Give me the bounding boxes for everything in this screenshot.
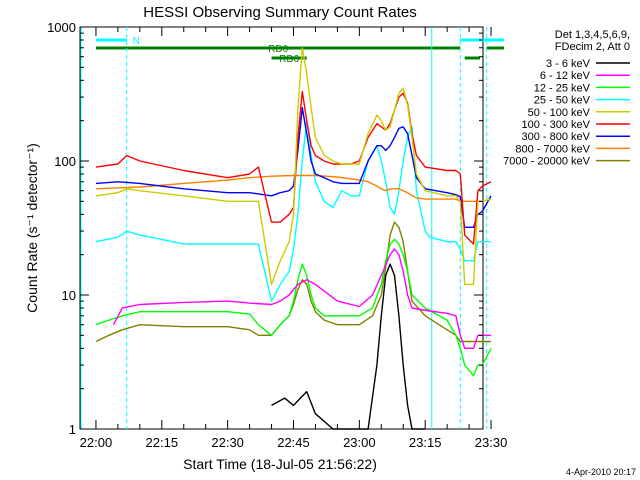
x-tick-label: 22:30 <box>211 435 244 450</box>
chart-title: HESSI Observing Summary Count Rates <box>143 4 416 21</box>
flag-label-rd6: RD6 <box>279 54 299 65</box>
flag-label-n: N <box>133 36 140 47</box>
legend-entry-label: 3 - 6 keV <box>546 58 591 70</box>
x-axis-label: Start Time (18-Jul-05 21:56:22) <box>183 456 377 472</box>
event-lines <box>80 27 488 429</box>
series-6-12-kev <box>112 248 491 349</box>
y-tick-label: 1000 <box>47 20 76 35</box>
y-tick-label: 10 <box>62 288 76 303</box>
series-25-50-kev <box>95 119 491 302</box>
x-tick-label: 23:00 <box>343 435 376 450</box>
series-12-25-kev <box>95 238 492 377</box>
x-tick-label: 22:00 <box>80 435 113 450</box>
legend-entry-label: 100 - 300 keV <box>522 119 591 131</box>
legend-entry-label: 6 - 12 keV <box>540 70 591 82</box>
series-50-100-kev <box>95 47 492 286</box>
legend: Det 1,3,4,5,6,9,FDecim 2, Att 0 3 - 6 keV… <box>503 29 630 168</box>
legend-entry-label: 25 - 50 keV <box>534 95 591 107</box>
legend-entry-label: 12 - 25 keV <box>534 82 591 94</box>
axes: 1 10 100 1000 22:00 22:15 22:30 22:45 23:00 23:15… <box>47 20 507 450</box>
y-axis-label: Count Rate (s⁻¹ detector⁻¹) <box>24 143 40 313</box>
series-300-800-kev <box>95 106 492 229</box>
footer-date: 4-Apr-2010 20:17 <box>566 467 636 477</box>
legend-header-line: FDecim 2, Att 0 <box>555 41 630 53</box>
legend-entry-label: 7000 - 20000 keV <box>503 156 591 168</box>
x-tick-label: 23:30 <box>475 435 508 450</box>
series-layer <box>95 47 492 430</box>
legend-entry-label: 300 - 800 keV <box>522 131 591 143</box>
x-tick-label: 22:15 <box>146 435 179 450</box>
y-tick-label: 100 <box>54 154 76 169</box>
series-3-6-kev <box>271 263 426 430</box>
x-tick-label: 23:15 <box>409 435 442 450</box>
legend-header-line: Det 1,3,4,5,6,9, <box>555 29 630 41</box>
x-tick-label: 22:45 <box>277 435 310 450</box>
series-7000-20000-kev <box>95 221 491 343</box>
plot-frame <box>79 26 484 430</box>
series-100-300-kev <box>95 90 492 245</box>
y-tick-label: 1 <box>69 422 76 437</box>
legend-entry-label: 800 - 7000 keV <box>515 143 590 155</box>
legend-entry-label: 50 - 100 keV <box>528 107 591 119</box>
flag-label-rd0: RD0 <box>268 44 288 55</box>
